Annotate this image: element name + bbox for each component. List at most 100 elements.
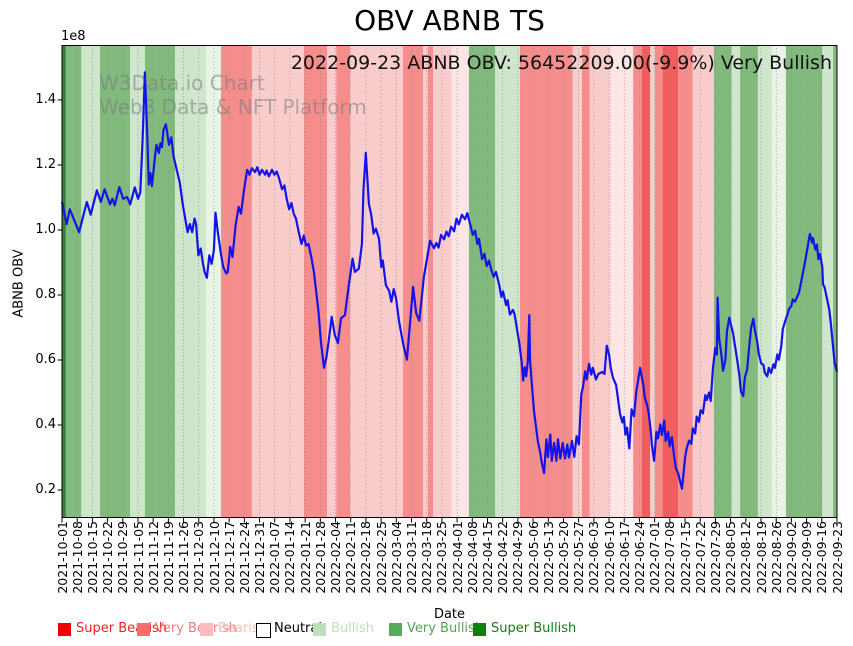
x-tick-label: 2022-04-29: [510, 521, 526, 594]
x-tick-label: 2021-10-01: [54, 521, 70, 594]
x-tick-label: 2021-11-12: [145, 521, 161, 594]
x-tick-label: 2021-12-03: [191, 521, 207, 594]
x-tick-label: 2021-10-15: [84, 521, 100, 594]
legend-label-very-bullish: Very Bullish: [407, 621, 484, 636]
sentiment-band-bullish: [731, 45, 741, 518]
x-tick-label: 2022-07-29: [707, 521, 723, 594]
x-tick-label: 2022-04-22: [495, 521, 511, 594]
x-tick-label: 2022-01-21: [297, 521, 313, 594]
sentiment-band-very_bullish: [100, 45, 131, 518]
x-tick-label: 2022-07-08: [662, 521, 678, 594]
y-tick-label: 0.8: [35, 287, 56, 302]
sentiment-band-bearish_faint: [610, 45, 634, 518]
x-tick-label: 2022-05-13: [540, 521, 556, 594]
x-tick-label: 2022-07-01: [647, 521, 663, 594]
watermark-line2: Web3 Data & NFT Platform: [99, 95, 367, 119]
page-title: OBV ABNB TS: [354, 4, 545, 37]
sentiment-band-very_bearish: [633, 45, 642, 518]
y-tick-label: 0.6: [35, 352, 56, 367]
x-tick-label: 2021-11-19: [160, 521, 176, 594]
sentiment-band-very_bearish: [336, 45, 351, 518]
sentiment-band-very_bullish: [740, 45, 758, 518]
y-tick-label: 1.4: [35, 91, 56, 107]
sentiment-band-very_bullish: [833, 45, 837, 518]
x-tick-label: 2022-09-09: [799, 521, 815, 594]
x-tick-label: 2022-03-11: [404, 521, 419, 594]
x-tick-label: 2022-09-16: [814, 521, 830, 594]
sentiment-band-bullish_faint: [771, 45, 786, 518]
x-tick-label: 2021-10-08: [69, 521, 85, 594]
x-tick-label: 2022-07-15: [677, 521, 693, 594]
legend-swatch-super-bullish: [473, 623, 486, 636]
sentiment-band-bearish: [650, 45, 655, 518]
sentiment-band-very_bearish: [403, 45, 424, 518]
sentiment-band-very_bullish: [468, 45, 496, 518]
sentiment-band-bullish_faint: [206, 45, 221, 518]
sentiment-band-bearish: [433, 45, 452, 518]
x-tick-label: 2021-10-22: [100, 521, 116, 594]
legend-swatch-bearish: [200, 623, 213, 636]
sentiment-band-very_bearish: [678, 45, 693, 518]
y-tick-label: 1.0: [35, 222, 56, 237]
y-tick-label: 0.2: [35, 482, 56, 497]
sentiment-band-super_bearish: [662, 45, 679, 518]
x-tick-label: 2022-03-25: [434, 521, 450, 594]
x-tick-label: 2022-08-19: [753, 521, 769, 594]
x-tick-label: 2022-09-23: [829, 521, 845, 594]
sentiment-band-bullish: [81, 45, 100, 518]
sentiment-band-bullish: [822, 45, 834, 518]
y-axis-label: ABNB OBV: [11, 249, 27, 318]
legend-label-super-bearish: Super Bearish: [76, 621, 168, 636]
x-tick-label: 2021-12-31: [252, 521, 267, 594]
sentiment-band-bearish: [251, 45, 304, 518]
sentiment-band-bullish: [758, 45, 772, 518]
x-tick-label: 2022-01-07: [267, 521, 283, 594]
sentiment-band-very_bearish: [654, 45, 663, 518]
x-tick-label: 2022-04-01: [449, 521, 465, 594]
y-tick-label: 0.4: [35, 417, 56, 432]
sentiment-band-very_bullish: [713, 45, 732, 518]
sentiment-band-super_bullish: [62, 45, 66, 518]
x-tick-label: 2022-03-18: [419, 521, 435, 594]
x-tick-label: 2022-03-04: [388, 521, 404, 594]
x-tick-label: 2021-12-17: [221, 521, 237, 594]
sentiment-band-very_bullish: [65, 45, 82, 518]
sentiment-band-bearish: [589, 45, 611, 518]
legend-swatch-very-bearish: [137, 623, 150, 636]
x-tick-label: 2022-05-20: [556, 521, 571, 594]
x-tick-label: 2022-09-02: [783, 521, 799, 594]
legend-swatch-very-bullish: [389, 623, 402, 636]
sentiment-band-bearish: [572, 45, 582, 518]
x-tick-label: 2022-02-04: [328, 521, 343, 594]
sentiment-band-very_bullish: [144, 45, 176, 518]
x-tick-label: 2022-06-24: [632, 521, 647, 594]
y-tick-label: 1.2: [35, 157, 56, 172]
x-tick-label: 2022-08-12: [738, 521, 754, 594]
legend-label-bearish: Bearish: [218, 621, 267, 636]
x-tick-label: 2022-08-05: [723, 521, 739, 594]
legend-swatch-bullish: [313, 623, 326, 636]
sentiment-band-bearish: [327, 45, 337, 518]
sentiment-band-bullish: [175, 45, 207, 518]
x-tick-label: 2022-05-27: [571, 521, 587, 594]
legend-label-bullish: Bullish: [331, 621, 375, 636]
sentiment-band-super_bearish: [641, 45, 651, 518]
x-tick-label: 2021-11-05: [130, 521, 146, 594]
x-tick-label: 2022-04-15: [480, 521, 495, 594]
sentiment-band-bearish_faint: [451, 45, 469, 518]
legend-label-neutral: Neutral: [274, 621, 322, 636]
legend-swatch-neutral: [256, 623, 271, 638]
x-tick-label: 2022-06-03: [586, 521, 602, 594]
watermark-line1: W3Data.io Chart: [99, 71, 265, 95]
sentiment-band-bearish: [423, 45, 428, 518]
x-tick-label: 2021-12-24: [236, 521, 252, 594]
plot-border: [61, 45, 838, 518]
x-tick-label: 2022-01-14: [282, 521, 298, 594]
x-axis-label: Date: [433, 607, 466, 622]
x-tick-label: 2022-02-18: [358, 521, 374, 594]
x-tick-label: 2022-06-10: [601, 521, 617, 594]
x-tick-label: 2022-05-06: [525, 521, 541, 594]
x-tick-label: 2022-04-08: [464, 521, 480, 594]
